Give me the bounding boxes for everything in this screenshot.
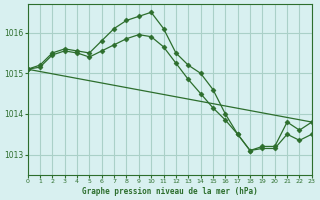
X-axis label: Graphe pression niveau de la mer (hPa): Graphe pression niveau de la mer (hPa) xyxy=(82,187,258,196)
